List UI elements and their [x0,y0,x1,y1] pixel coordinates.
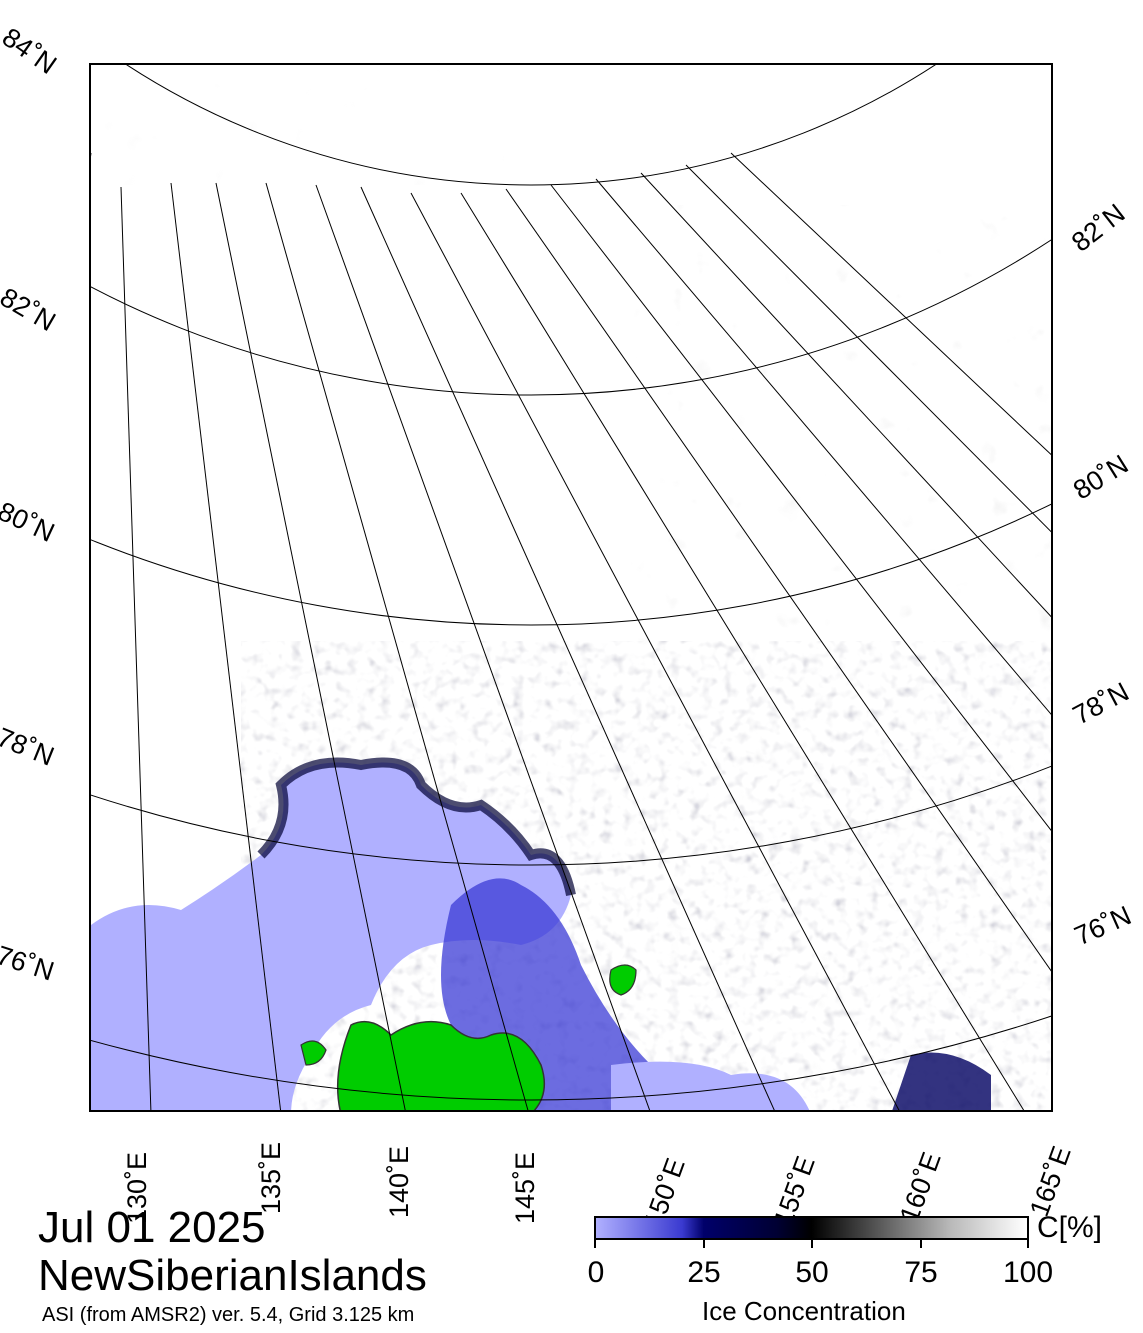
colorbar-unit: C[%] [1037,1211,1103,1244]
colorbar-tick-label: 50 [795,1256,829,1289]
product-info: ASI (from AMSR2) ver. 5.4, Grid 3.125 km [42,1304,415,1326]
map-canvas [91,65,1051,1110]
ice-concentration-map [89,63,1053,1112]
lat-label-right: 80˚N [1068,448,1134,506]
lat-label-left: 82˚N [0,282,61,338]
map-date: Jul 01 2025 [38,1203,266,1252]
land-small-island [609,964,637,996]
lat-label-left: 84˚N [0,22,62,81]
colorbar [594,1216,1029,1240]
lon-label: 145˚E [510,1151,540,1224]
land-kotelny-island [336,1020,546,1110]
colorbar-tick [920,1240,922,1248]
lon-label: 165˚E [1024,1142,1077,1221]
lat-label-right: 82˚N [1066,197,1131,258]
open-water-east [611,1061,810,1110]
colorbar-tick [1027,1240,1029,1248]
lon-label: 160˚E [894,1148,947,1227]
longitude-lines [91,152,1051,1110]
colorbar-tick-label: 100 [1002,1256,1054,1289]
lat-label-left: 76˚N [0,940,58,987]
land-islet [300,1040,327,1066]
colorbar-tick-label: 25 [687,1256,721,1289]
lat-label-left: 78˚N [0,722,59,772]
lat-label-right: 78˚N [1068,676,1134,731]
colorbar-tick-label: 75 [904,1256,938,1289]
colorbar-tick [811,1240,813,1248]
polar-ice-texture [91,65,511,185]
lat-label-right: 76˚N [1070,900,1136,952]
dense-ice-east [892,1052,991,1110]
colorbar-title: Ice Concentration [702,1296,906,1326]
colorbar-tick-label: 0 [587,1256,605,1289]
region-name: NewSiberianIslands [38,1251,427,1300]
lon-label: 140˚E [384,1145,414,1218]
colorbar-tick [703,1240,705,1248]
lat-label-left: 80˚N [0,496,60,548]
latitude-lines [91,65,1051,1101]
ice-edge [257,757,576,897]
colorbar-tick [594,1240,596,1248]
open-water-west [91,762,571,1110]
